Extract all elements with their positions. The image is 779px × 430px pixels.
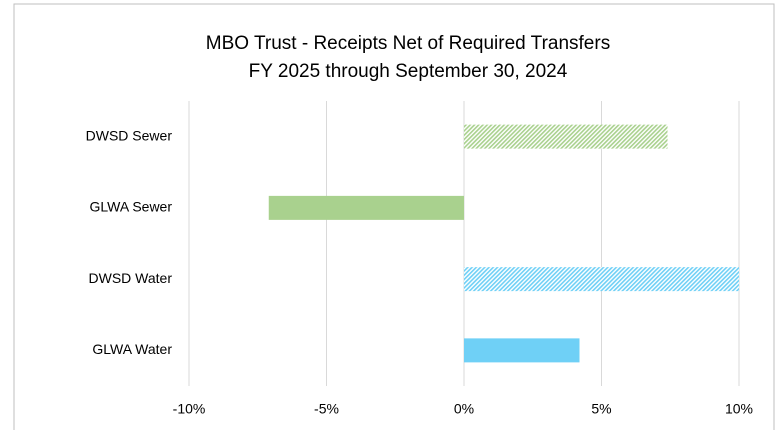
x-tick-label: 10% xyxy=(725,401,753,417)
chart-subtitle: FY 2025 through September 30, 2024 xyxy=(249,61,568,82)
x-tick-label: 5% xyxy=(591,401,611,417)
y-tick-label: GLWA Water xyxy=(92,341,172,357)
bar xyxy=(268,195,464,220)
y-tick-label: GLWA Sewer xyxy=(90,199,173,215)
bar xyxy=(464,267,739,292)
chart-title: MBO Trust - Receipts Net of Required Tra… xyxy=(206,33,610,54)
bar xyxy=(464,124,668,149)
x-tick-label: -10% xyxy=(173,401,206,417)
y-tick-label: DWSD Water xyxy=(89,270,173,286)
bar xyxy=(464,338,580,363)
y-tick-label: DWSD Sewer xyxy=(86,127,173,143)
x-tick-label: -5% xyxy=(314,401,339,417)
x-tick-label: 0% xyxy=(454,401,474,417)
